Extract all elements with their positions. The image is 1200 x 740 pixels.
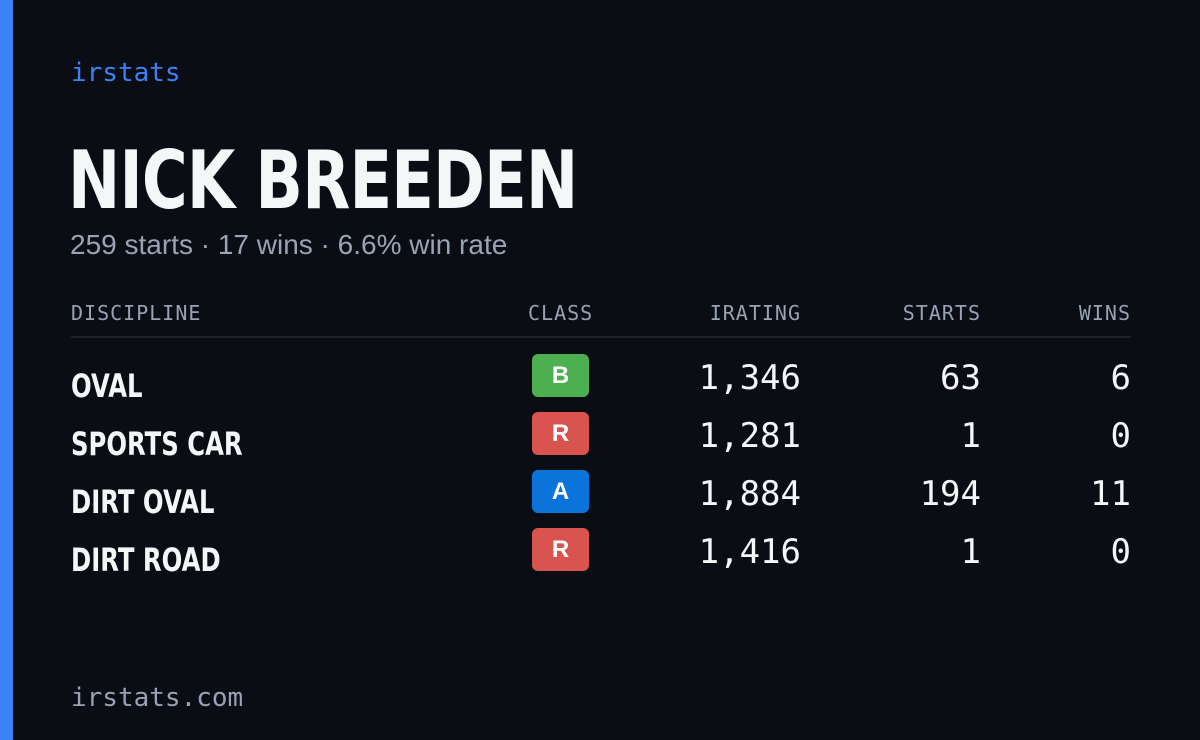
footer-url: irstats.com: [71, 683, 244, 713]
brand-logo: irstats: [71, 58, 181, 88]
starts-value: 1: [960, 416, 981, 456]
table-row: DIRT OVAL A 1,884 194 11: [71, 470, 1131, 528]
header-discipline: DISCIPLINE: [71, 301, 202, 325]
class-badge: B: [532, 354, 589, 397]
table-row: OVAL B 1,346 63 6: [71, 354, 1131, 412]
irating-value: 1,346: [698, 358, 801, 398]
discipline-name: DIRT OVAL: [71, 483, 215, 521]
header-irating: IRATING: [709, 301, 801, 325]
irating-value: 1,416: [698, 532, 801, 572]
accent-bar: [0, 0, 13, 740]
table-row: DIRT ROAD R 1,416 1 0: [71, 528, 1131, 586]
driver-summary: 259 starts · 17 wins · 6.6% win rate: [70, 229, 508, 260]
header-class: CLASS: [528, 301, 594, 325]
header-starts: STARTS: [902, 301, 981, 325]
class-badge: R: [532, 528, 589, 571]
header-wins: WINS: [1078, 301, 1131, 325]
starts-value: 63: [940, 358, 981, 398]
table-row: SPORTS CAR R 1,281 1 0: [71, 412, 1131, 470]
wins-value: 11: [1090, 474, 1131, 514]
class-badge: A: [532, 470, 589, 513]
table-body: OVAL B 1,346 63 6 SPORTS CAR R 1,281 1 0…: [71, 338, 1131, 586]
table-header: DISCIPLINE CLASS IRATING STARTS WINS: [71, 298, 1131, 338]
irating-value: 1,281: [698, 416, 801, 456]
irating-value: 1,884: [698, 474, 801, 514]
wins-value: 0: [1110, 416, 1131, 456]
driver-name: NICK BREEDEN: [68, 134, 578, 227]
starts-value: 194: [919, 474, 981, 514]
discipline-name: DIRT ROAD: [71, 541, 221, 579]
class-badge: R: [532, 412, 589, 455]
wins-value: 0: [1110, 532, 1131, 572]
discipline-name: OVAL: [71, 367, 143, 405]
discipline-name: SPORTS CAR: [71, 425, 243, 463]
wins-value: 6: [1110, 358, 1131, 398]
starts-value: 1: [960, 532, 981, 572]
stats-table: DISCIPLINE CLASS IRATING STARTS WINS OVA…: [71, 298, 1131, 586]
